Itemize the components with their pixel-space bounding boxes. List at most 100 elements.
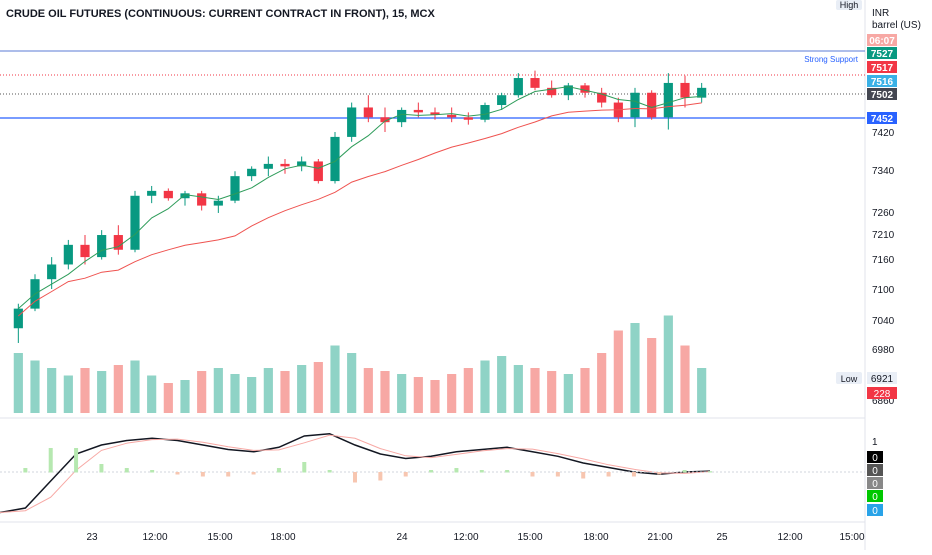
volume-bar — [180, 380, 190, 413]
candle-body — [647, 92, 657, 118]
y-tick-label: 7210 — [872, 230, 895, 241]
macd-histogram-bar — [251, 472, 256, 475]
volume-badge-bg — [867, 387, 897, 399]
candle-body — [163, 190, 173, 199]
candle-body — [47, 264, 57, 280]
price-badge-text: 7452 — [871, 114, 894, 125]
candle-body — [63, 244, 73, 265]
macd-histogram-bar — [23, 468, 28, 473]
volume-bar — [280, 371, 290, 413]
macd-histogram-bar — [479, 470, 484, 473]
macd-histogram-bar — [606, 472, 611, 477]
volume-bar — [297, 365, 307, 413]
x-tick-label: 21:00 — [647, 532, 672, 543]
price-badge-text: 7527 — [871, 49, 894, 60]
macd-histogram-bar — [226, 472, 231, 477]
volume-bar — [63, 375, 73, 413]
candle-body — [630, 92, 640, 118]
price-badge-text: 7502 — [871, 90, 894, 101]
candle-body — [97, 235, 107, 258]
macd-badge — [867, 451, 883, 463]
volume-bar — [213, 368, 223, 413]
x-tick-label: 23 — [86, 532, 98, 543]
volume-bar — [363, 368, 373, 413]
macd-histogram-bar — [200, 472, 205, 477]
macd-histogram-bar — [429, 470, 434, 473]
candle-body — [247, 168, 257, 177]
macd-histogram-bar — [530, 472, 535, 477]
volume-bar — [397, 374, 407, 413]
macd-badge — [867, 464, 883, 476]
candle-body — [263, 163, 273, 169]
volume-bar — [513, 365, 523, 413]
price-badge — [867, 112, 897, 124]
candle-body — [180, 193, 190, 199]
y-tick-label: 7340 — [872, 166, 895, 177]
volume-bar — [80, 368, 90, 413]
volume-bar — [163, 383, 173, 413]
candle-body — [363, 107, 373, 118]
volume-bar — [663, 315, 673, 413]
candle-body — [597, 92, 607, 103]
macd-histogram-bar — [124, 468, 129, 473]
macd-badge-text: 0 — [872, 506, 878, 517]
macd-badge-text: 0 — [872, 492, 878, 503]
x-tick-label: 12:00 — [142, 532, 167, 543]
candle-body — [463, 117, 473, 120]
candle-body — [297, 161, 307, 167]
candle-body — [547, 87, 557, 96]
volume-bar — [680, 345, 690, 413]
candle-body — [380, 117, 390, 123]
price-badge — [867, 88, 897, 100]
candle-body — [513, 78, 523, 96]
x-tick-label: 12:00 — [453, 532, 478, 543]
candle-body — [663, 82, 673, 118]
candle-body — [447, 114, 457, 118]
volume-bar — [530, 368, 540, 413]
price-badge-text: 06:07 — [869, 36, 895, 47]
volume-bar — [430, 380, 440, 413]
y-tick-label: 7040 — [872, 316, 895, 327]
volume-bar — [330, 345, 340, 413]
macd-histogram-bar — [150, 470, 155, 473]
macd-histogram-bar — [555, 472, 560, 477]
y-tick-label: 7100 — [872, 285, 895, 296]
price-badge-text: 7516 — [871, 77, 894, 88]
volume-bar — [547, 371, 557, 413]
y-tick-label: 6980 — [872, 345, 895, 356]
macd-histogram-bar — [302, 462, 307, 473]
candle-body — [13, 308, 23, 329]
candle-body — [313, 161, 323, 182]
chart-title: CRUDE OIL FUTURES (CONTINUOUS: CURRENT C… — [6, 8, 435, 20]
price-badge-text: 7517 — [871, 63, 894, 74]
volume-bar — [380, 371, 390, 413]
ma-fast-line — [17, 86, 702, 309]
high-badge-bg — [836, 0, 862, 10]
volume-bar — [347, 353, 357, 413]
x-tick-label: 18:00 — [270, 532, 295, 543]
macd-histogram-bar — [657, 472, 662, 475]
support-label: Strong Support — [804, 55, 859, 64]
macd-badge — [867, 504, 883, 516]
macd-histogram-bar — [505, 470, 510, 473]
x-tick-label: 24 — [396, 532, 408, 543]
x-tick-label: 18:00 — [583, 532, 608, 543]
y-tick-label: 7160 — [872, 255, 895, 266]
macd-histogram-bar — [682, 470, 687, 473]
x-tick-label: 15:00 — [207, 532, 232, 543]
volume-bar — [497, 356, 507, 413]
candle-body — [347, 107, 357, 137]
volume-bar — [563, 374, 573, 413]
macd-histogram-bar — [175, 472, 180, 475]
volume-bar — [313, 362, 323, 413]
volume-bar — [97, 371, 107, 413]
macd-badge — [867, 490, 883, 502]
candle-body — [480, 105, 490, 120]
macd-badge-text: 0 — [872, 479, 878, 490]
candle-body — [330, 136, 340, 182]
candle-body — [497, 95, 507, 106]
volume-bar — [197, 371, 207, 413]
candle-body — [530, 78, 540, 88]
